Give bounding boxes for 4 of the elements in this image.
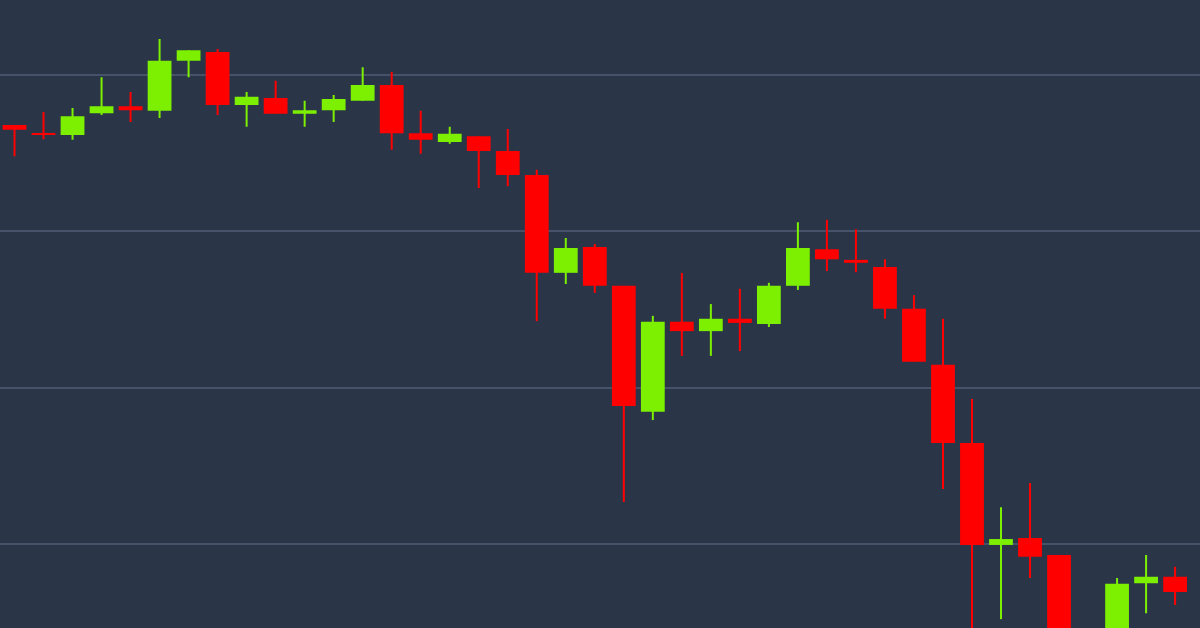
candlestick	[31, 112, 56, 140]
candlestick	[844, 229, 868, 273]
candlestick	[989, 507, 1013, 620]
candlestick	[727, 288, 752, 352]
